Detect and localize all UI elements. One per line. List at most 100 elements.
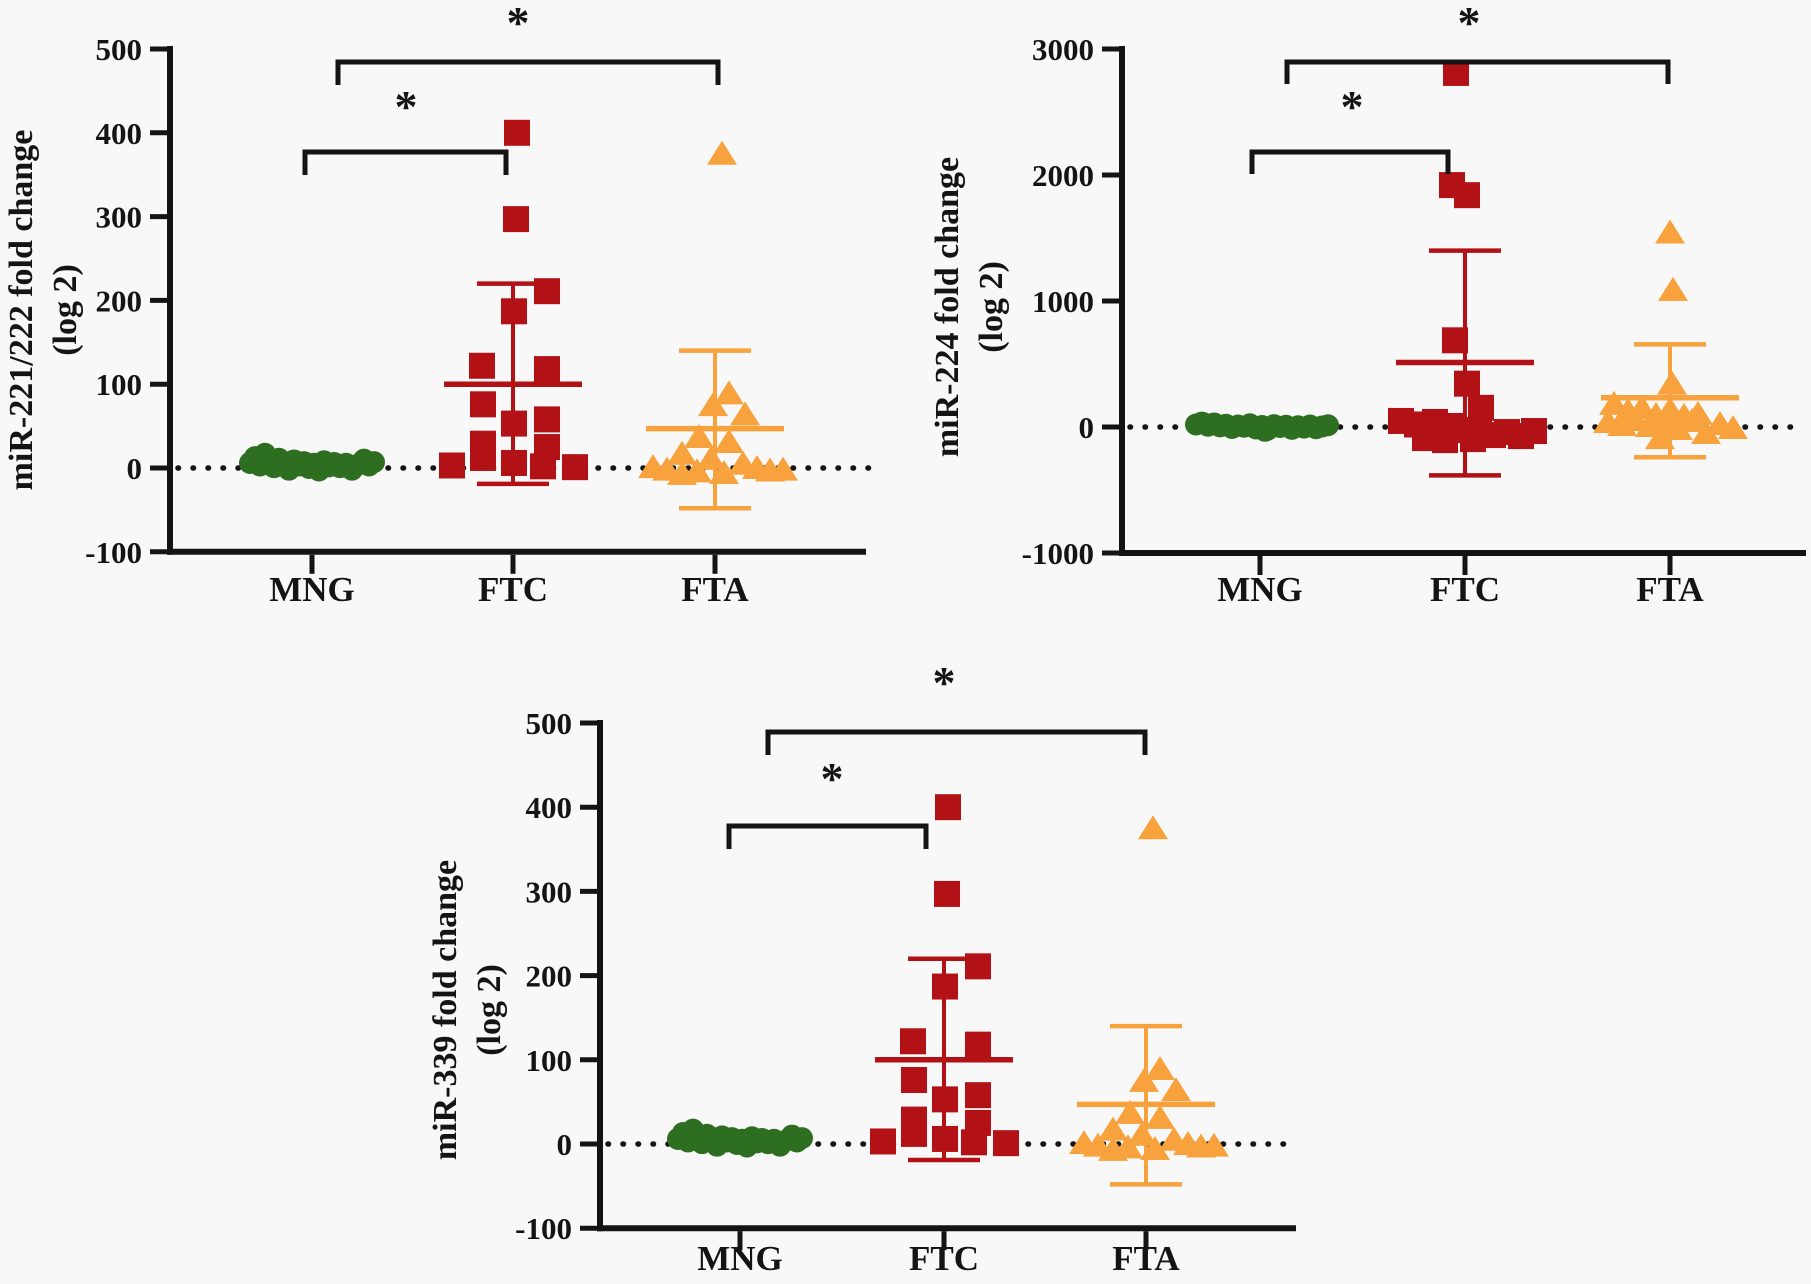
data-point-triangle — [1655, 219, 1685, 244]
data-point-square — [901, 1067, 927, 1094]
data-point-square — [501, 449, 527, 476]
data-point-square — [900, 1028, 926, 1055]
category-label: MNG — [1217, 570, 1303, 609]
data-point-triangle — [1145, 1056, 1175, 1081]
data-point-square — [439, 452, 465, 479]
data-point-triangle — [684, 423, 714, 448]
group-ftc — [1388, 59, 1547, 478]
data-point-triangle — [698, 392, 728, 417]
category-label: FTC — [1430, 570, 1500, 609]
y-tick-label: 400 — [526, 790, 573, 825]
y-axis-title-line: miR-339 fold change — [427, 860, 464, 1160]
data-point-square — [470, 391, 496, 418]
y-tick-label: 1000 — [1032, 284, 1094, 319]
data-point-triangle — [1645, 425, 1675, 450]
data-point-square — [965, 953, 991, 980]
significance-asterisk: * — [933, 657, 956, 708]
significance-bracket — [335, 59, 721, 85]
data-point-square — [1432, 427, 1458, 454]
data-point-square — [534, 406, 560, 433]
data-point-triangle — [1138, 815, 1168, 840]
y-tick-label: 2000 — [1032, 158, 1094, 193]
data-point-triangle — [1115, 1099, 1145, 1124]
y-tick-label: 0 — [557, 1127, 573, 1162]
chart-panel-mir339: 500 400 300 200 100 0 -100 MNG FTC FTA miR-339 fol… — [427, 657, 1296, 1278]
group-mng — [1185, 411, 1339, 442]
data-point-square — [504, 119, 530, 146]
significance-bracket — [1284, 59, 1671, 84]
data-point-square — [932, 1125, 958, 1152]
data-point-triangle — [1657, 370, 1687, 395]
data-point-square — [961, 1129, 987, 1156]
significance-bracket — [1249, 149, 1451, 174]
y-tick-label: 300 — [96, 200, 143, 235]
data-point-triangle — [707, 140, 737, 165]
group-fta — [1069, 815, 1229, 1187]
data-point-triangle — [1161, 1077, 1191, 1102]
data-point-square — [934, 880, 960, 907]
data-point-triangle — [1129, 1067, 1159, 1092]
data-point-triangle — [730, 401, 760, 426]
category-label: MNG — [697, 1239, 783, 1278]
data-point-circle — [1254, 419, 1276, 442]
y-tick-label: 300 — [526, 874, 573, 909]
data-point-circle — [791, 1127, 813, 1150]
data-point-square — [534, 278, 560, 305]
data-point-square — [965, 1082, 991, 1109]
data-point-triangle — [696, 445, 726, 470]
category-label: FTC — [478, 570, 548, 609]
data-point-square — [562, 454, 588, 481]
y-tick-label: -100 — [515, 1211, 572, 1246]
data-point-square — [965, 1031, 991, 1058]
y-tick-label: 200 — [96, 283, 143, 318]
y-tick-label: 200 — [526, 959, 573, 994]
data-point-square — [470, 444, 496, 471]
y-axis-title-line: miR-224 fold change — [929, 157, 966, 457]
y-axis-title-line: miR-221/222 fold change — [3, 130, 40, 491]
data-point-triangle — [1098, 1136, 1128, 1161]
group-mng — [239, 442, 385, 482]
data-point-triangle — [1677, 407, 1707, 432]
data-point-square — [534, 356, 560, 383]
y-tick-label: 500 — [526, 706, 573, 741]
data-point-square — [993, 1130, 1019, 1157]
group-ftc — [439, 119, 588, 487]
significance-asterisk: * — [1341, 81, 1364, 132]
data-point-square — [1442, 327, 1468, 354]
y-tick-label: 0 — [1079, 410, 1095, 445]
data-point-square — [469, 352, 495, 379]
data-point-square — [901, 1120, 927, 1147]
y-tick-label: -1000 — [1022, 536, 1094, 571]
data-point-triangle — [768, 456, 798, 481]
data-point-circle — [363, 451, 385, 474]
group-fta — [638, 140, 798, 511]
data-point-triangle — [709, 460, 739, 485]
data-point-triangle — [1691, 420, 1721, 445]
data-point-square — [501, 410, 527, 437]
significance-asterisk: * — [395, 81, 418, 132]
y-tick-label: 500 — [96, 32, 143, 67]
y-tick-label: -100 — [85, 535, 142, 570]
category-label: MNG — [269, 570, 355, 609]
data-point-square — [935, 794, 961, 821]
data-point-triangle — [1127, 1121, 1157, 1146]
data-point-triangle — [667, 440, 697, 465]
category-label: FTC — [909, 1239, 979, 1278]
data-point-triangle — [1718, 415, 1748, 440]
data-point-circle — [1317, 414, 1339, 437]
data-point-triangle — [714, 429, 744, 454]
significance-asterisk: * — [1458, 0, 1481, 48]
category-label: FTA — [1636, 570, 1704, 609]
chart-panel-mir221_222: 500 400 300 200 100 0 -100 MNG FTC FTA miR-221/222… — [3, 0, 877, 609]
category-label: FTA — [681, 570, 749, 609]
significance-bracket — [726, 823, 929, 849]
data-point-square — [932, 1086, 958, 1113]
data-point-square — [932, 973, 958, 1000]
data-point-square — [1454, 370, 1480, 397]
category-label: FTA — [1112, 1239, 1180, 1278]
significance-bracket — [765, 729, 1148, 755]
data-point-square — [530, 453, 556, 480]
data-point-triangle — [667, 460, 697, 485]
